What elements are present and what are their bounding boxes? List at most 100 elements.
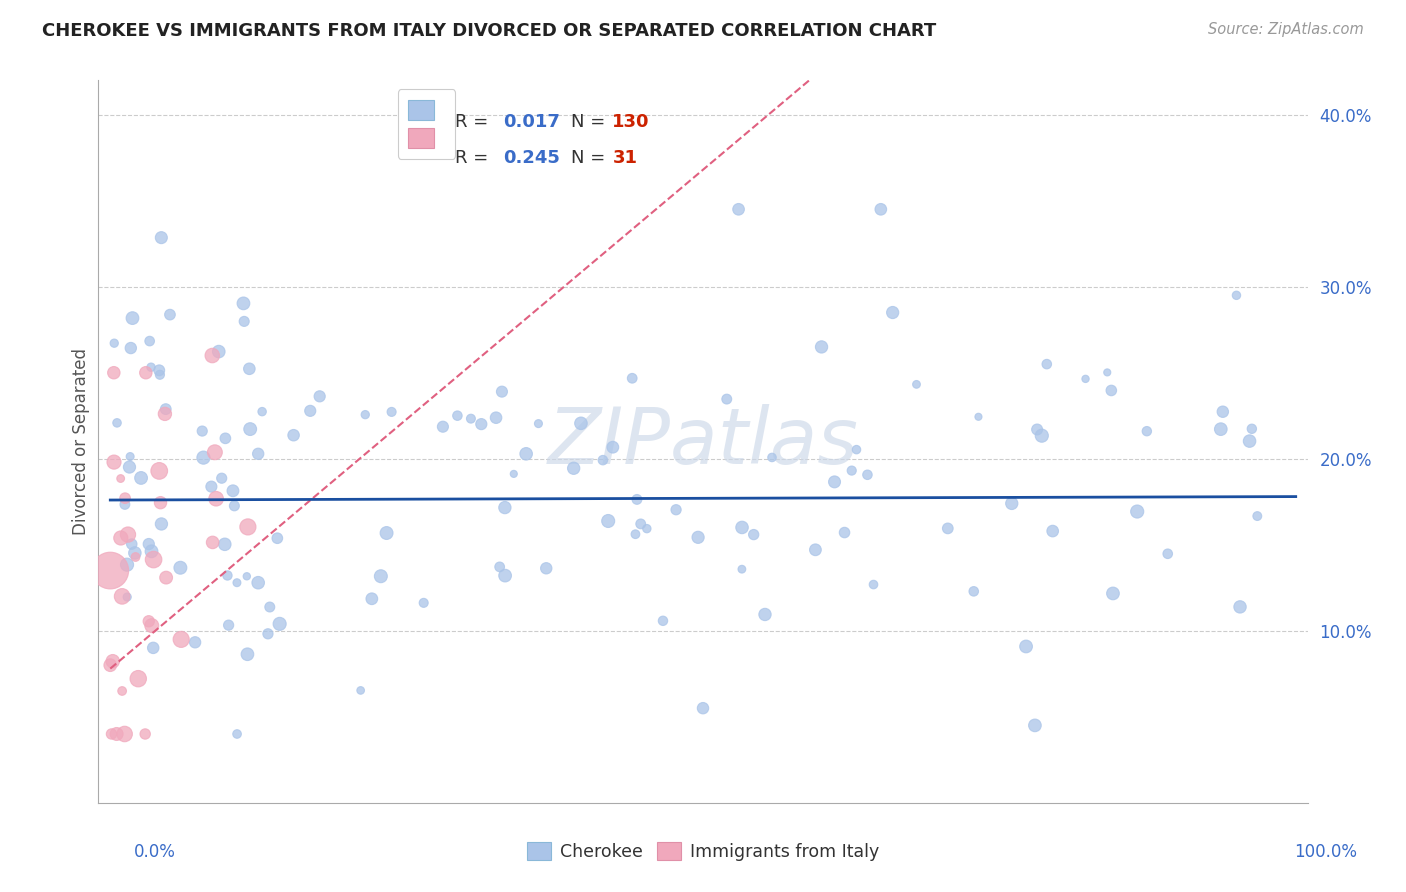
Legend: Cherokee, Immigrants from Italy: Cherokee, Immigrants from Italy <box>522 838 884 866</box>
Point <box>485 410 508 425</box>
Text: N =: N = <box>571 112 612 131</box>
Point <box>598 514 620 528</box>
Point <box>138 537 160 551</box>
Point <box>688 530 710 544</box>
Text: R =: R = <box>456 149 494 167</box>
Point <box>204 445 226 459</box>
Point <box>869 202 891 217</box>
Point <box>602 440 624 454</box>
Point <box>124 549 146 564</box>
Point <box>360 591 382 606</box>
Point <box>226 727 249 741</box>
Point <box>665 502 688 516</box>
Point <box>936 521 959 535</box>
Point <box>1042 524 1064 538</box>
Point <box>761 450 783 465</box>
Point <box>120 341 142 355</box>
Point <box>142 640 165 655</box>
Point <box>120 450 142 464</box>
Point <box>731 520 754 534</box>
Point <box>967 409 990 424</box>
Point <box>121 311 143 326</box>
Point <box>1246 509 1268 524</box>
Point <box>1026 422 1049 436</box>
Point <box>155 402 177 417</box>
Point <box>118 460 141 475</box>
Point <box>98 564 121 578</box>
Point <box>129 471 152 485</box>
Point <box>856 467 879 482</box>
Point <box>114 497 136 511</box>
Point <box>621 371 644 385</box>
Point <box>1229 599 1251 614</box>
Point <box>432 419 454 434</box>
Point <box>460 411 482 425</box>
Point <box>141 618 163 632</box>
Text: 31: 31 <box>613 149 637 167</box>
Point <box>446 409 468 423</box>
Point <box>124 546 146 560</box>
Point <box>257 627 280 641</box>
Point <box>963 584 986 599</box>
Point <box>103 455 125 469</box>
Point <box>139 360 162 375</box>
Point <box>208 344 231 359</box>
Point <box>142 552 165 566</box>
Point <box>1097 366 1119 380</box>
Point <box>114 727 136 741</box>
Point <box>412 596 434 610</box>
Point <box>494 568 516 582</box>
Point <box>150 516 173 531</box>
Point <box>214 431 236 445</box>
Point <box>283 428 305 442</box>
Text: N =: N = <box>571 149 612 167</box>
Point <box>222 483 245 498</box>
Point <box>259 600 281 615</box>
Point <box>491 384 513 399</box>
Point <box>1001 496 1024 510</box>
Text: ZIPatlas: ZIPatlas <box>547 403 859 480</box>
Point <box>233 314 256 328</box>
Point <box>103 336 125 351</box>
Point <box>536 561 558 575</box>
Text: 100.0%: 100.0% <box>1294 843 1357 861</box>
Point <box>224 499 246 513</box>
Point <box>862 577 884 591</box>
Point <box>375 526 398 541</box>
Point <box>141 544 163 558</box>
Text: 0.017: 0.017 <box>503 112 561 131</box>
Point <box>308 389 330 403</box>
Point <box>111 590 134 604</box>
Point <box>211 471 233 485</box>
Point <box>636 522 658 536</box>
Point <box>105 727 128 741</box>
Text: Source: ZipAtlas.com: Source: ZipAtlas.com <box>1208 22 1364 37</box>
Point <box>115 590 138 604</box>
Point <box>502 467 524 481</box>
Point <box>1031 428 1053 442</box>
Point <box>299 404 322 418</box>
Point <box>138 614 160 628</box>
Point <box>488 560 510 574</box>
Point <box>138 334 160 348</box>
Point <box>727 202 749 217</box>
Point <box>626 492 648 507</box>
Point <box>1240 422 1263 436</box>
Point <box>155 571 177 585</box>
Point <box>117 527 139 541</box>
Point <box>1136 424 1159 438</box>
Point <box>381 405 404 419</box>
Point <box>200 480 222 494</box>
Point <box>470 417 492 431</box>
Point <box>905 377 928 392</box>
Point <box>110 531 132 545</box>
Point <box>105 416 128 430</box>
Point <box>239 422 262 436</box>
Point <box>350 683 373 698</box>
Point <box>238 361 260 376</box>
Text: 130: 130 <box>613 112 650 131</box>
Point <box>150 230 173 244</box>
Point <box>1225 288 1247 302</box>
Point <box>716 392 738 406</box>
Point <box>214 537 236 551</box>
